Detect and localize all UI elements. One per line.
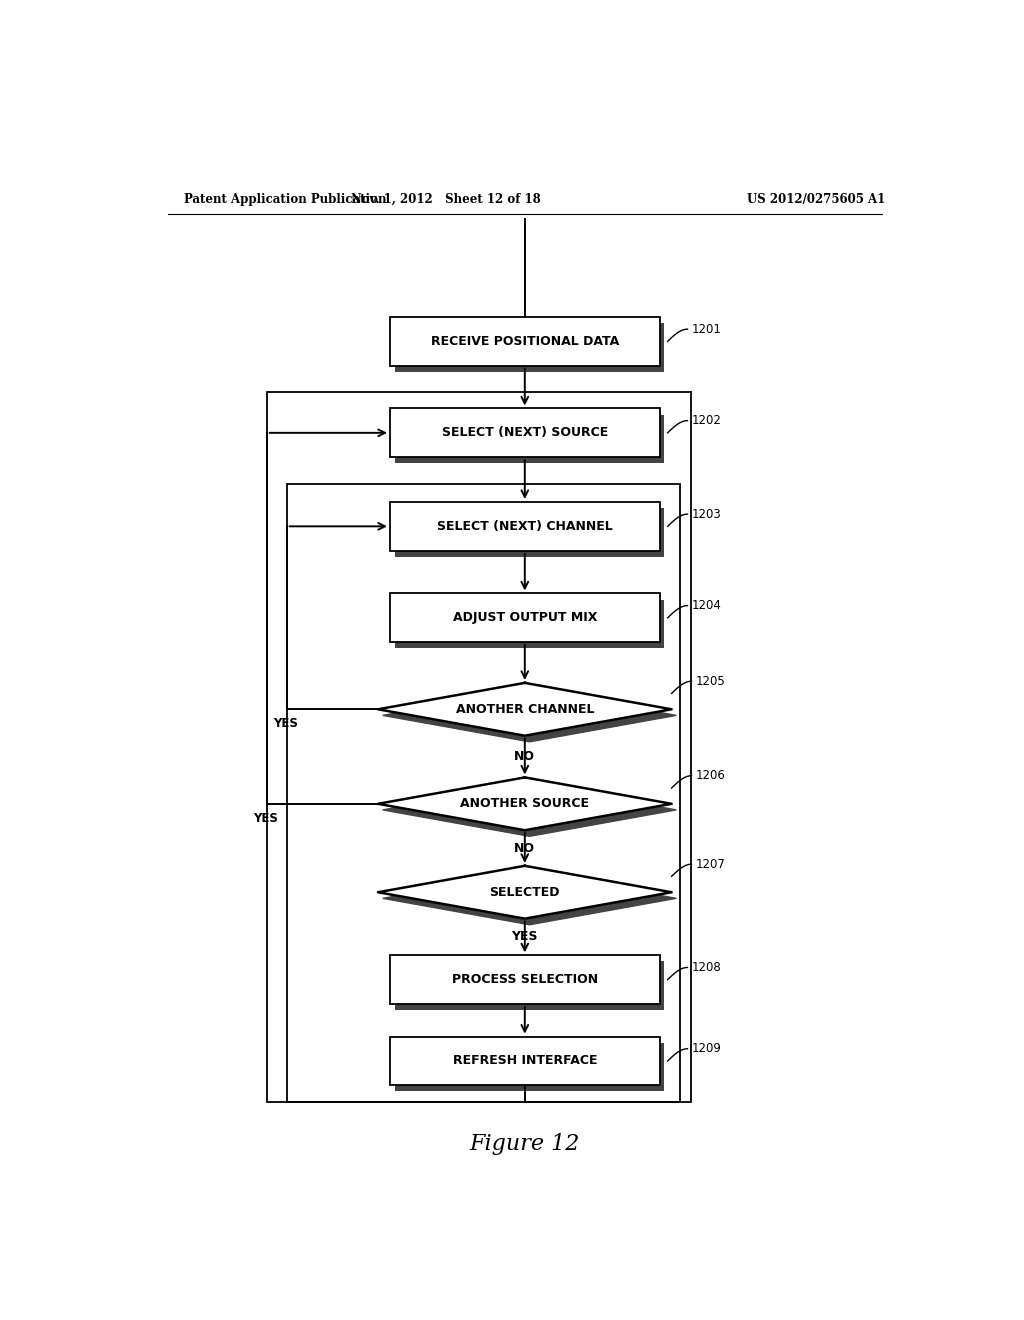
Text: 1206: 1206 bbox=[695, 770, 725, 783]
Polygon shape bbox=[394, 508, 665, 557]
Polygon shape bbox=[378, 777, 672, 830]
Text: RECEIVE POSITIONAL DATA: RECEIVE POSITIONAL DATA bbox=[431, 335, 618, 348]
Text: 1209: 1209 bbox=[691, 1043, 721, 1055]
Text: 1205: 1205 bbox=[695, 675, 725, 688]
Text: SELECTED: SELECTED bbox=[489, 886, 560, 899]
Polygon shape bbox=[390, 317, 659, 366]
Polygon shape bbox=[390, 594, 659, 643]
Polygon shape bbox=[394, 323, 665, 372]
Polygon shape bbox=[394, 961, 665, 1010]
Polygon shape bbox=[378, 682, 672, 735]
Text: US 2012/0275605 A1: US 2012/0275605 A1 bbox=[748, 193, 886, 206]
Text: NO: NO bbox=[514, 750, 536, 763]
Text: Figure 12: Figure 12 bbox=[470, 1134, 580, 1155]
Text: ANOTHER CHANNEL: ANOTHER CHANNEL bbox=[456, 702, 594, 715]
Polygon shape bbox=[394, 414, 665, 463]
Polygon shape bbox=[378, 866, 672, 919]
Polygon shape bbox=[383, 689, 677, 742]
Text: SELECT (NEXT) CHANNEL: SELECT (NEXT) CHANNEL bbox=[437, 520, 612, 533]
Text: 1204: 1204 bbox=[691, 599, 721, 612]
Polygon shape bbox=[390, 956, 659, 1005]
Polygon shape bbox=[390, 408, 659, 457]
Text: ADJUST OUTPUT MIX: ADJUST OUTPUT MIX bbox=[453, 611, 597, 624]
Text: 1208: 1208 bbox=[691, 961, 721, 974]
Polygon shape bbox=[394, 1043, 665, 1092]
Text: YES: YES bbox=[272, 718, 298, 730]
Text: 1201: 1201 bbox=[691, 322, 721, 335]
Polygon shape bbox=[394, 599, 665, 648]
Text: 1202: 1202 bbox=[691, 414, 721, 428]
Text: 1203: 1203 bbox=[691, 508, 721, 520]
Text: SELECT (NEXT) SOURCE: SELECT (NEXT) SOURCE bbox=[441, 426, 608, 440]
Text: Nov. 1, 2012   Sheet 12 of 18: Nov. 1, 2012 Sheet 12 of 18 bbox=[350, 193, 541, 206]
Polygon shape bbox=[383, 873, 677, 925]
Text: ANOTHER SOURCE: ANOTHER SOURCE bbox=[461, 797, 589, 810]
Polygon shape bbox=[390, 502, 659, 550]
Text: PROCESS SELECTION: PROCESS SELECTION bbox=[452, 973, 598, 986]
Text: REFRESH INTERFACE: REFRESH INTERFACE bbox=[453, 1055, 597, 1068]
Polygon shape bbox=[390, 1036, 659, 1085]
Text: YES: YES bbox=[253, 812, 278, 825]
Text: NO: NO bbox=[514, 842, 536, 854]
Text: YES: YES bbox=[512, 931, 538, 944]
Text: Patent Application Publication: Patent Application Publication bbox=[183, 193, 386, 206]
Polygon shape bbox=[383, 784, 677, 837]
Text: 1207: 1207 bbox=[695, 858, 725, 871]
